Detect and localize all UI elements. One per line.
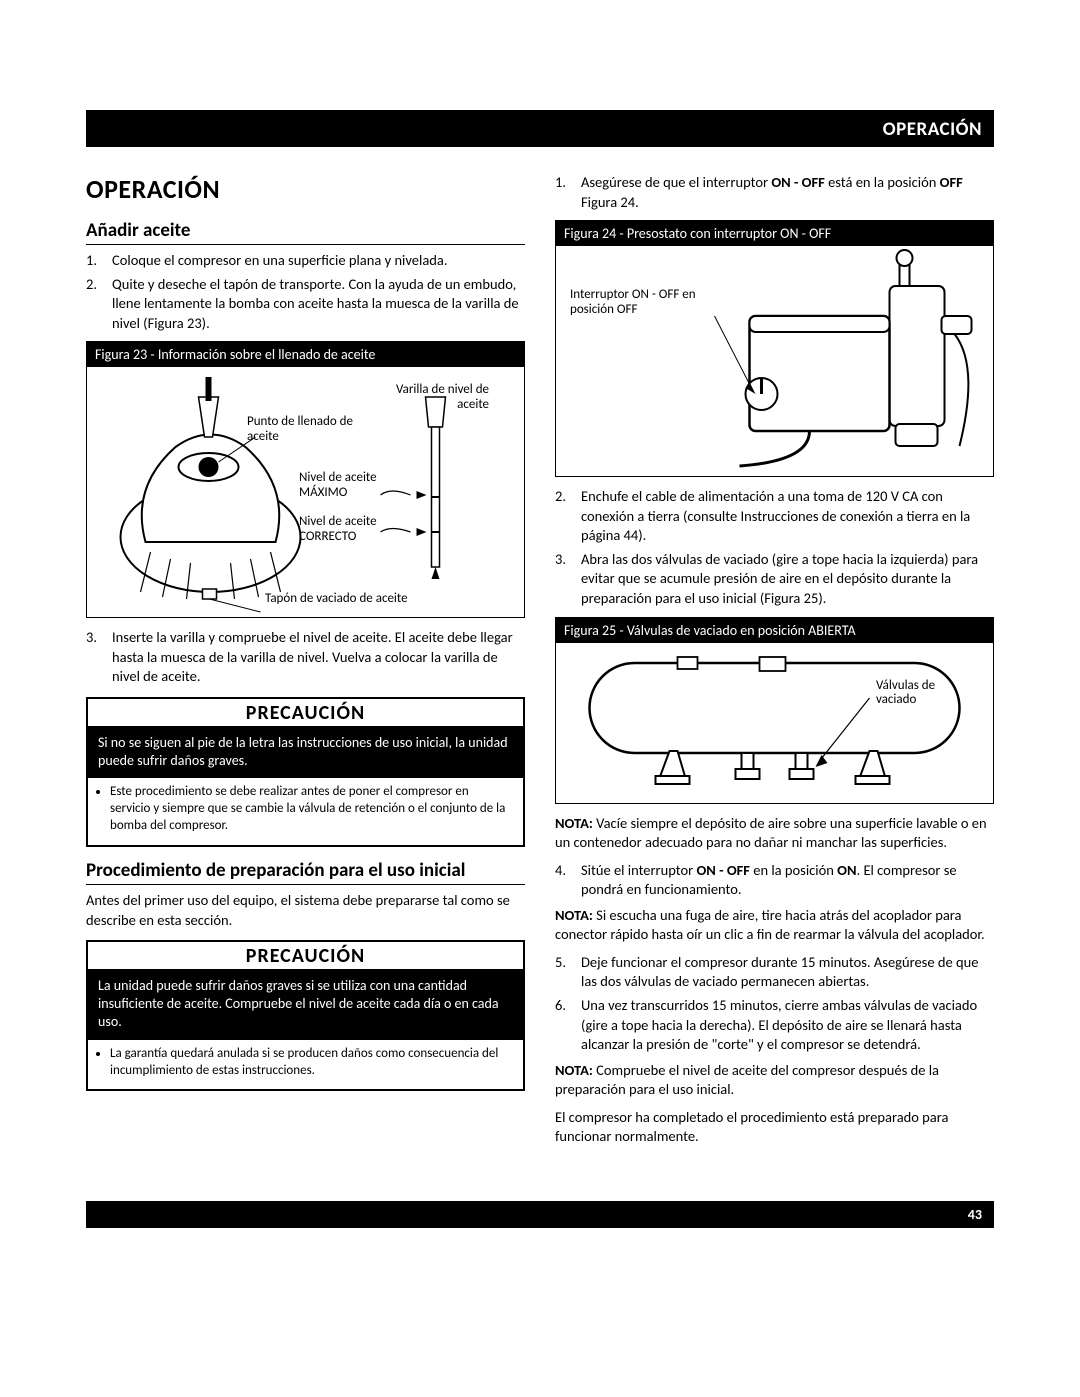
caution-body: Si no se siguen al pie de la letra las i… bbox=[88, 728, 523, 778]
steps-list-right-2: 2.Enchufe el cable de alimentación a una… bbox=[555, 487, 994, 608]
final-para: El compresor ha completado el procedimie… bbox=[555, 1108, 994, 1147]
fig23-label-drain: Tapón de vaciado de aceite bbox=[265, 592, 408, 607]
step-text: Enchufe el cable de alimentación a una t… bbox=[581, 487, 994, 546]
step-text: Sitúe el interruptor ON - OFF en la posi… bbox=[581, 861, 994, 900]
step-text: Deje funcionar el compresor durante 15 m… bbox=[581, 953, 994, 992]
step-text: Inserte la varilla y compruebe el nivel … bbox=[112, 628, 525, 687]
fig23-label-fill: Punto de llenado de aceite bbox=[247, 415, 357, 445]
caution-body: La unidad puede sufrir daños graves si s… bbox=[88, 971, 523, 1040]
caution-title: PRECAUCIÓN bbox=[88, 942, 523, 971]
step-text: Una vez transcurridos 15 minutos, cierre… bbox=[581, 996, 994, 1055]
header-title: OPERACIÓN bbox=[883, 118, 982, 141]
section-title: OPERACIÓN bbox=[86, 173, 525, 205]
figure-25-caption: Figura 25 - Válvulas de vaciado en posic… bbox=[556, 618, 993, 643]
steps-list-right: 1. Asegúrese de que el interruptor ON - … bbox=[555, 173, 994, 212]
left-column: OPERACIÓN Añadir aceite 1.Coloque el com… bbox=[86, 173, 525, 1153]
note-3: NOTA: Compruebe el nivel de aceite del c… bbox=[555, 1061, 994, 1100]
figure-23-caption: Figura 23 - Información sobre el llenado… bbox=[87, 342, 524, 367]
caution-box-1: PRECAUCIÓN Si no se siguen al pie de la … bbox=[86, 697, 525, 847]
caution-box-2: PRECAUCIÓN La unidad puede sufrir daños … bbox=[86, 940, 525, 1091]
page-number: 43 bbox=[968, 1206, 982, 1223]
steps-list-right-4: 5.Deje funcionar el compresor durante 15… bbox=[555, 953, 994, 1055]
footer-bar: 43 bbox=[86, 1201, 994, 1228]
header-bar: OPERACIÓN bbox=[86, 110, 994, 147]
steps-list-right-3: 4. Sitúe el interruptor ON - OFF en la p… bbox=[555, 861, 994, 900]
steps-list-1: 1.Coloque el compresor en una superficie… bbox=[86, 251, 525, 333]
step-text: Coloque el compresor en una superficie p… bbox=[112, 251, 525, 271]
fig23-label-dipstick: Varilla de nivel de aceite bbox=[379, 383, 489, 413]
caution-bullets: La garantía quedará anulada si se produc… bbox=[88, 1040, 523, 1090]
caution-bullets: Este procedimiento se debe realizar ante… bbox=[88, 778, 523, 845]
fig24-label: Interruptor ON - OFF en posición OFF bbox=[570, 288, 720, 318]
step-text: Quite y deseche el tapón de transporte. … bbox=[112, 275, 525, 334]
fig23-label-max: Nivel de aceite MÁXIMO bbox=[299, 471, 409, 501]
break-in-para: Antes del primer uso del equipo, el sist… bbox=[86, 891, 525, 930]
step-text: Asegúrese de que el interruptor ON - OFF… bbox=[581, 173, 994, 212]
step-text: Abra las dos válvulas de vaciado (gire a… bbox=[581, 550, 994, 609]
right-column: 1. Asegúrese de que el interruptor ON - … bbox=[555, 173, 994, 1153]
fig23-label-correct: Nivel de aceite CORRECTO bbox=[299, 515, 409, 545]
fig25-label: Válvulas de vaciado bbox=[876, 679, 966, 709]
figure-25: Figura 25 - Válvulas de vaciado en posic… bbox=[555, 617, 994, 804]
subsection-break-in: Procedimiento de preparación para el uso… bbox=[86, 859, 525, 885]
figure-24: Figura 24 - Presostato con interruptor O… bbox=[555, 220, 994, 477]
caution-title: PRECAUCIÓN bbox=[88, 699, 523, 728]
subsection-add-oil: Añadir aceite bbox=[86, 219, 525, 245]
figure-23: Figura 23 - Información sobre el llenado… bbox=[86, 341, 525, 618]
caution-bullet: La garantía quedará anulada si se produc… bbox=[110, 1046, 511, 1080]
note-2: NOTA: Si escucha una fuga de aire, tire … bbox=[555, 906, 994, 945]
figure-24-caption: Figura 24 - Presostato con interruptor O… bbox=[556, 221, 993, 246]
note-1: NOTA: Vacíe siempre el depósito de aire … bbox=[555, 814, 994, 853]
caution-bullet: Este procedimiento se debe realizar ante… bbox=[110, 784, 511, 835]
steps-list-1b: 3.Inserte la varilla y compruebe el nive… bbox=[86, 628, 525, 687]
figure-24-svg bbox=[556, 246, 993, 476]
figure-25-svg bbox=[556, 643, 993, 803]
